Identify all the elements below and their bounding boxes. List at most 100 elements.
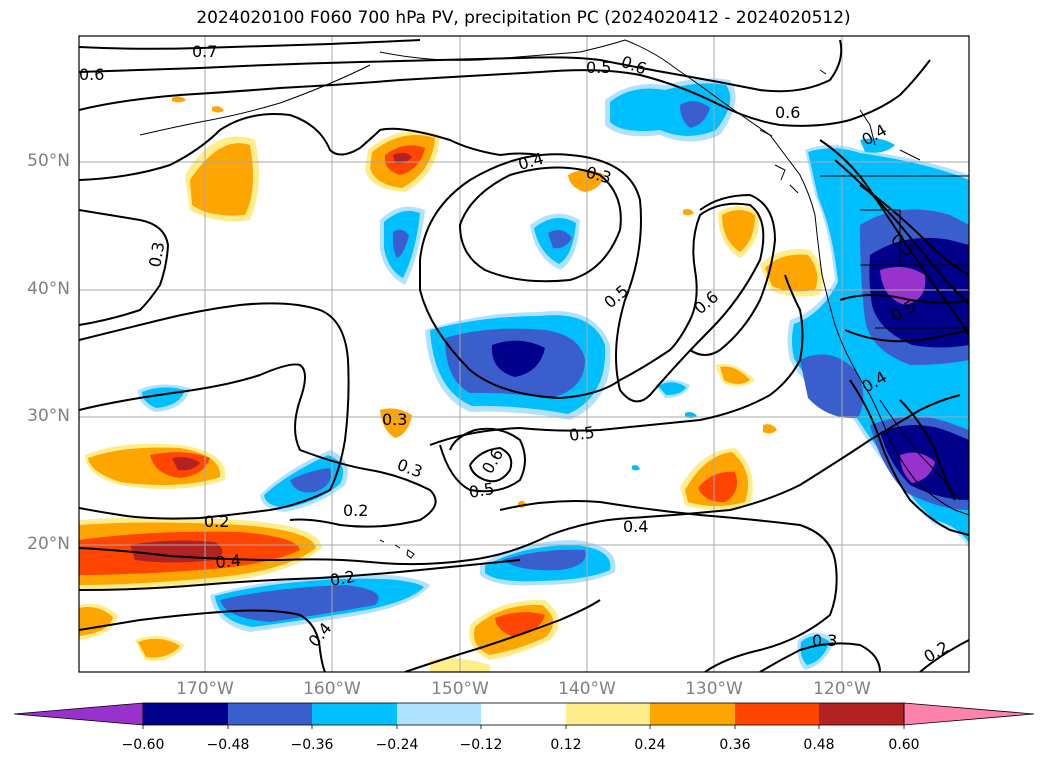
contour-label: 0.2 [328,567,356,590]
pv-contour-0.5-central [439,427,526,493]
map-frame [78,35,970,673]
lat-tick-label: 20°N [27,534,70,554]
precip-blob [632,465,640,471]
precip-blob [680,101,710,128]
coastline-west-coast [814,214,969,516]
colorbar-segment [228,703,312,725]
pv-contour-0.3-south [79,559,521,591]
colorbar-segment [735,703,819,725]
precip-blob [722,210,755,252]
contour-label: 0.4 [215,551,242,572]
precip-blob [698,471,738,503]
contour-label: 0.7 [192,42,217,61]
pv-contour-0.6-north [79,39,843,93]
precip-blob [491,340,545,377]
colorbar-segment [312,703,397,725]
pv-contour-east-0.6 [689,193,777,356]
contour-label: 0.5 [600,281,632,312]
precip-blob [190,143,254,216]
contour-label: 0.5 [568,423,596,445]
pv-contour-east-lower [839,294,969,343]
pv-contour-low-ring-outer [419,153,765,403]
precip-blob [380,408,412,438]
pv-contour-0.2-south [79,609,326,672]
lon-tick-label: 140°W [558,679,616,699]
precip-blob [172,457,200,471]
coastline-aleutians [139,64,371,136]
border-states [860,209,969,329]
colorbar-extend-low [13,702,144,726]
contour-label: 0.5 [467,479,495,502]
colorbar-segment [143,703,228,725]
precip-blob [683,209,694,216]
colorbar-segment [481,703,566,725]
precip-blob [172,96,186,103]
precip-blob [658,382,686,395]
colorbar-tick-label: 0.48 [803,737,835,753]
pv-contour-east-coast [849,379,969,536]
contour-label: 0.2 [204,512,229,531]
contour-label: 0.4 [623,517,648,536]
precip-blob [290,468,331,493]
pv-contour-0.4-north [79,113,541,181]
precip-blob [392,229,409,258]
pv-contour-low-ring-inner [458,166,622,283]
precip-blob [502,549,586,571]
precip-blob [220,585,379,622]
pv-contour-0.3-west [79,209,170,326]
colorbar-tick-label: 0.36 [719,737,751,753]
lat-tick-label: 40°N [27,279,70,299]
pv-contour-0.2-central [499,500,838,672]
hawaii [379,539,415,559]
lon-tick-label: 170°W [176,679,234,699]
pv-contour-0.4-central [429,274,804,446]
pv-contour-0.2-west [79,302,350,520]
pv-contour-0.6-central [469,446,513,483]
coastline-bc-islands [759,129,799,194]
colorbar-tick-label: 0.60 [888,737,920,753]
precip-blob [763,424,777,434]
lon-tick-label: 150°W [431,679,489,699]
colorbar-segment [397,703,481,725]
precip-blob [800,354,864,419]
colorbar-tick-label: 0.24 [634,737,666,753]
precip-blob [900,452,935,483]
lon-tick-label: 160°W [303,679,361,699]
colorbar-tick-label: −0.60 [121,737,165,753]
pv-contour-0.4-low [79,394,961,566]
contour-label: 0.2 [343,501,368,520]
contour-label: 0.6 [79,65,104,84]
contour-label: 0.5 [586,58,611,77]
precip-blob [212,106,224,113]
pv-contour-0.2-se [919,639,969,672]
pv-contour-0.7 [79,39,421,50]
contour-label: 0.2 [921,637,953,666]
contour-label: 0.3 [382,410,407,429]
precip-blob [548,229,572,249]
colorbar-tick-label: 0.12 [550,737,582,753]
contour-label: 0.6 [775,103,800,122]
colorbar-tick-label: −0.12 [459,737,503,753]
contour-label: 0.6 [690,287,722,318]
colorbar-extend-high [903,702,1035,726]
colorbar-tick-label: −0.48 [206,737,250,753]
contour-label: 0.3 [145,240,168,268]
pv-contour-east-0.4 [819,139,969,336]
precip-blob [800,636,830,665]
lat-tick-label: 30°N [27,406,70,426]
precip-blob [138,638,180,658]
pv-contour-east-0.6b [859,184,969,276]
colorbar-tick-label: −0.24 [375,737,419,753]
pv-contour-0.3-se [759,642,881,672]
precip-blob [495,612,545,637]
lat-tick-label: 50°N [27,151,70,171]
lon-tick-label: 120°W [813,679,871,699]
lon-tick-label: 130°W [685,679,743,699]
contour-label: 0.6 [619,52,649,79]
pv-contour-east-0.6-se [899,399,956,501]
pv-contour-0.5-north [79,59,931,127]
pv-contour-0.3-lower [79,363,437,528]
colorbar-segment [650,703,735,725]
precip-fill-layer [79,78,969,672]
